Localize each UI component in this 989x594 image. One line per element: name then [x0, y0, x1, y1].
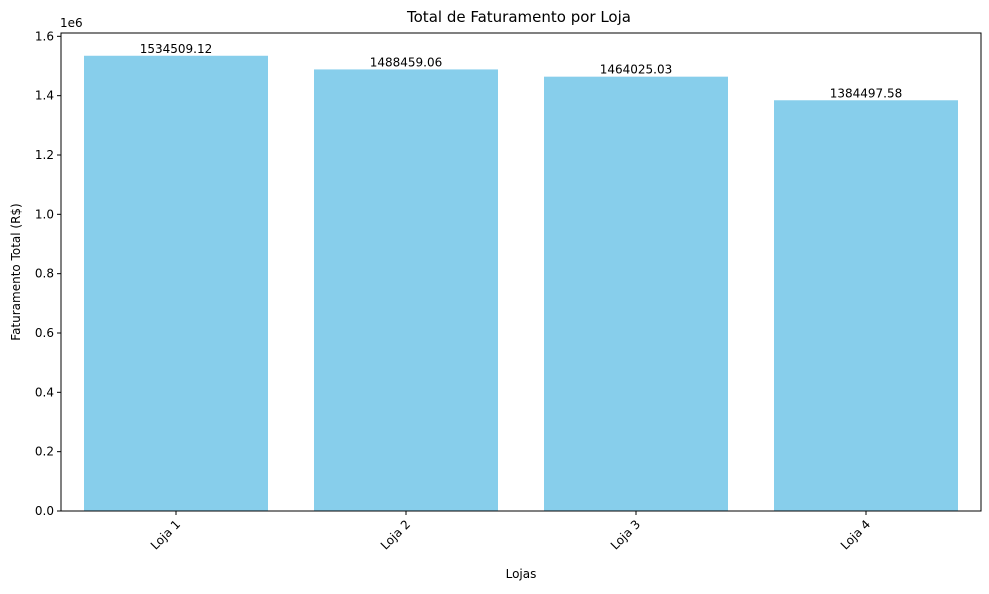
x-tick-label: Loja 3	[608, 517, 643, 552]
x-axis-ticks: Loja 1 Loja 2 Loja 3 Loja 4	[148, 511, 873, 553]
y-tick-label: 0.2	[35, 445, 54, 459]
bar-value-label: 1534509.12	[140, 42, 213, 56]
x-tick-label: Loja 1	[148, 517, 183, 552]
y-tick-label: 0.6	[35, 326, 54, 340]
bar	[544, 76, 728, 511]
bar	[84, 55, 268, 512]
y-tick-label: 0.8	[35, 267, 54, 281]
y-tick-label: 1.6	[35, 29, 54, 43]
x-tick-label: Loja 4	[838, 517, 873, 552]
chart-title: Total de Faturamento por Loja	[406, 8, 631, 26]
bar-value-label: 1464025.03	[600, 63, 673, 77]
y-axis-offset-label: 1e6	[60, 16, 83, 30]
value-labels-layer: 1534509.12 1488459.06 1464025.03 1384497.58	[140, 42, 903, 101]
bar	[774, 100, 958, 511]
x-axis-label: Lojas	[506, 567, 537, 581]
y-tick-label: 1.4	[35, 89, 54, 103]
y-tick-label: 1.0	[35, 207, 54, 221]
y-axis-ticks: 0.0 0.2 0.4 0.6 0.8 1.0 1.2 1.4 1.6	[35, 29, 61, 518]
plot-area-frame	[60, 32, 982, 512]
x-tick-label: Loja 2	[378, 517, 413, 552]
y-tick-label: 0.4	[35, 385, 54, 399]
y-tick-label: 1.2	[35, 148, 54, 162]
y-axis-label: Faturamento Total (R$)	[9, 203, 23, 340]
bar-value-label: 1488459.06	[370, 55, 443, 69]
bars-layer	[84, 55, 958, 512]
bar-value-label: 1384497.58	[830, 86, 903, 100]
y-tick-label: 0.0	[35, 504, 54, 518]
bar	[314, 69, 498, 512]
